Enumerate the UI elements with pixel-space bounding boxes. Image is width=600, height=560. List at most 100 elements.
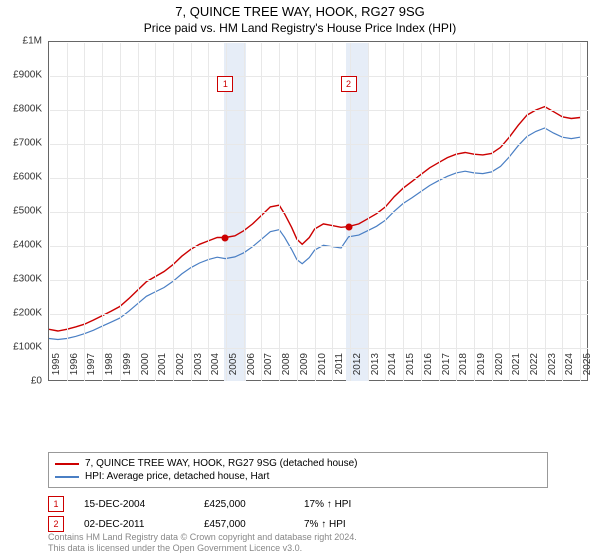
gridline-v (580, 43, 581, 381)
x-axis-label: 2000 (140, 353, 151, 383)
x-axis-label: 2021 (511, 353, 522, 383)
gridline-v (84, 43, 85, 381)
x-axis-label: 2013 (370, 353, 381, 383)
chart-subtitle: Price paid vs. HM Land Registry's House … (0, 21, 600, 35)
y-axis-label: £700K (2, 138, 42, 149)
gridline-v (350, 43, 351, 381)
gridline-v (562, 43, 563, 381)
gridline-v (403, 43, 404, 381)
gridline-v (456, 43, 457, 381)
gridline-h (50, 280, 588, 281)
x-axis-label: 2007 (263, 353, 274, 383)
gridline-v (208, 43, 209, 381)
sale-marker-box-2: 2 (341, 76, 357, 92)
gridline-v (244, 43, 245, 381)
gridline-v (191, 43, 192, 381)
x-axis-label: 2009 (299, 353, 310, 383)
y-axis-label: £1M (2, 36, 42, 47)
x-axis-label: 2008 (281, 353, 292, 383)
gridline-v (226, 43, 227, 381)
gridline-v (474, 43, 475, 381)
x-axis-label: 1998 (104, 353, 115, 383)
chart-container: 7, QUINCE TREE WAY, HOOK, RG27 9SG Price… (0, 0, 600, 560)
x-axis-label: 2024 (564, 353, 575, 383)
gridline-v (492, 43, 493, 381)
y-axis-label: £600K (2, 172, 42, 183)
gridline-v (368, 43, 369, 381)
footer-attribution: Contains HM Land Registry data © Crown c… (48, 532, 357, 554)
y-axis-label: £500K (2, 206, 42, 217)
x-axis-label: 2002 (175, 353, 186, 383)
x-axis-label: 2016 (423, 353, 434, 383)
gridline-v (385, 43, 386, 381)
gridline-h (50, 212, 588, 213)
gridline-v (509, 43, 510, 381)
x-axis-label: 2003 (193, 353, 204, 383)
sale-dot-2 (345, 223, 352, 230)
x-axis-label: 2018 (458, 353, 469, 383)
footer-line-2: This data is licensed under the Open Gov… (48, 543, 357, 554)
sales-table: 1 15-DEC-2004 £425,000 17% ↑ HPI 2 02-DE… (48, 494, 404, 534)
gridline-v (120, 43, 121, 381)
sale-marker-1-icon: 1 (48, 496, 64, 512)
sale-price-2: £457,000 (204, 519, 284, 530)
gridline-v (155, 43, 156, 381)
gridline-v (527, 43, 528, 381)
sale-marker-2-icon: 2 (48, 516, 64, 532)
gridline-h (50, 348, 588, 349)
sale-row-2: 2 02-DEC-2011 £457,000 7% ↑ HPI (48, 514, 404, 534)
gridline-h (50, 76, 588, 77)
legend-swatch-property (55, 463, 79, 465)
sale-price-1: £425,000 (204, 499, 284, 510)
y-axis-label: £200K (2, 308, 42, 319)
sale-row-1: 1 15-DEC-2004 £425,000 17% ↑ HPI (48, 494, 404, 514)
y-axis-label: £900K (2, 70, 42, 81)
x-axis-label: 2010 (317, 353, 328, 383)
footer-line-1: Contains HM Land Registry data © Crown c… (48, 532, 357, 543)
gridline-h (50, 246, 588, 247)
x-axis-label: 1995 (51, 353, 62, 383)
gridline-h (50, 144, 588, 145)
legend-box: 7, QUINCE TREE WAY, HOOK, RG27 9SG (deta… (48, 452, 548, 488)
x-axis-label: 1996 (69, 353, 80, 383)
gridline-v (67, 43, 68, 381)
x-axis-label: 2004 (210, 353, 221, 383)
y-axis-label: £100K (2, 342, 42, 353)
sale-pct-2: 7% ↑ HPI (304, 519, 404, 530)
gridline-v (332, 43, 333, 381)
x-axis-label: 2001 (157, 353, 168, 383)
gridline-v (261, 43, 262, 381)
legend-label-hpi: HPI: Average price, detached house, Hart (85, 471, 269, 482)
gridline-v (439, 43, 440, 381)
x-axis-label: 2014 (387, 353, 398, 383)
y-axis-label: £300K (2, 274, 42, 285)
x-axis-label: 1999 (122, 353, 133, 383)
gridline-v (545, 43, 546, 381)
x-axis-label: 2025 (582, 353, 593, 383)
gridline-h (50, 110, 588, 111)
sale-date-2: 02-DEC-2011 (84, 519, 184, 530)
x-axis-label: 2015 (405, 353, 416, 383)
x-axis-label: 2012 (352, 353, 363, 383)
gridline-v (297, 43, 298, 381)
gridline-v (279, 43, 280, 381)
x-axis-label: 2006 (246, 353, 257, 383)
y-axis-label: £0 (2, 376, 42, 387)
sale-dot-1 (222, 234, 229, 241)
gridline-h (50, 178, 588, 179)
legend-row-property: 7, QUINCE TREE WAY, HOOK, RG27 9SG (deta… (55, 457, 541, 470)
x-axis-label: 2017 (441, 353, 452, 383)
gridline-v (102, 43, 103, 381)
gridline-v (315, 43, 316, 381)
x-axis-label: 2019 (476, 353, 487, 383)
gridline-v (173, 43, 174, 381)
x-axis-label: 2022 (529, 353, 540, 383)
y-axis-label: £400K (2, 240, 42, 251)
legend-swatch-hpi (55, 476, 79, 478)
sale-pct-1: 17% ↑ HPI (304, 499, 404, 510)
x-axis-label: 2023 (547, 353, 558, 383)
sale-marker-box-1: 1 (217, 76, 233, 92)
plot-region: 12 (48, 41, 588, 381)
chart-title: 7, QUINCE TREE WAY, HOOK, RG27 9SG (0, 0, 600, 19)
legend-row-hpi: HPI: Average price, detached house, Hart (55, 470, 541, 483)
